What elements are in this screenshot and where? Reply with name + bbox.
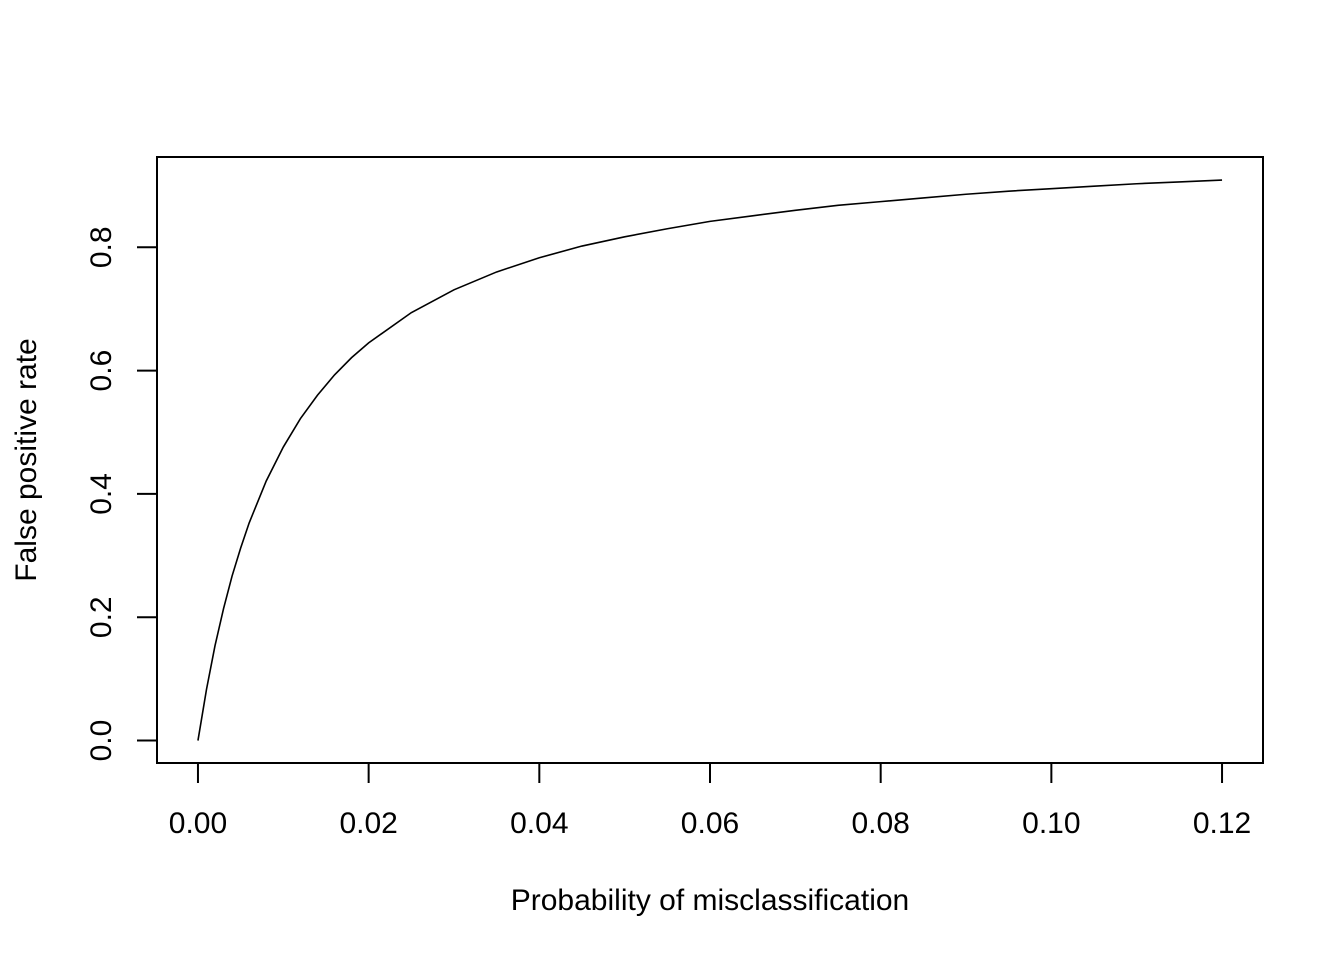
x-axis-title: Probability of misclassification xyxy=(511,884,909,917)
y-tick-label: 0.8 xyxy=(85,226,118,268)
y-tick-label: 0.4 xyxy=(85,473,118,515)
x-tick-label: 0.12 xyxy=(1193,807,1251,840)
plot-box xyxy=(156,156,1264,764)
x-tick-label: 0.06 xyxy=(681,807,739,840)
x-tick-label: 0.00 xyxy=(169,807,227,840)
y-axis: 0.0 0.2 0.4 0.6 0.8 xyxy=(85,226,158,762)
x-axis: 0.00 0.02 0.04 0.06 0.08 0.10 0.12 xyxy=(169,762,1251,840)
x-tick-label: 0.02 xyxy=(339,807,397,840)
y-tick-label: 0.0 xyxy=(85,720,118,762)
x-tick-label: 0.04 xyxy=(510,807,568,840)
y-axis-title: False positive rate xyxy=(10,338,43,581)
x-tick-label: 0.10 xyxy=(1022,807,1080,840)
series-line xyxy=(197,179,1223,741)
y-tick-label: 0.2 xyxy=(85,596,118,638)
y-tick-label: 0.6 xyxy=(85,350,118,392)
x-tick-label: 0.08 xyxy=(851,807,909,840)
